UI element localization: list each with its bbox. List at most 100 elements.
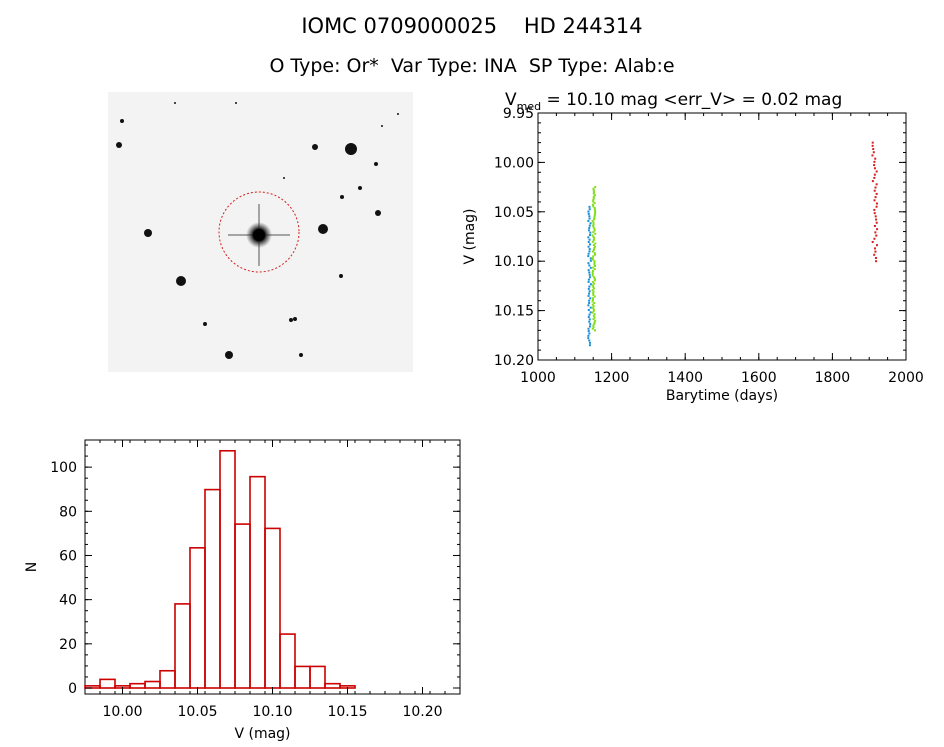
data-point-series-1 <box>587 278 590 281</box>
data-point-series-2 <box>593 276 596 279</box>
data-point-series-1 <box>588 238 591 241</box>
data-point-series-1 <box>587 280 590 283</box>
field-star <box>397 113 399 115</box>
data-point-series-1 <box>589 306 592 309</box>
x-tick-label: 1600 <box>741 370 777 386</box>
data-point-series-2 <box>592 326 595 329</box>
x-tick-label: 10.20 <box>402 704 442 720</box>
field-star <box>289 318 293 322</box>
data-point-series-2 <box>591 327 594 330</box>
title-rest: = 10.10 mag <err_V> = 0.02 mag <box>541 90 842 110</box>
data-point-series-1 <box>588 215 591 218</box>
data-point-series-1 <box>588 271 591 274</box>
y-tick-label: 0 <box>68 681 77 697</box>
data-point-series-2 <box>592 205 595 208</box>
field-star <box>345 143 357 155</box>
data-point-series-2 <box>592 190 595 193</box>
data-point-series-2 <box>592 310 595 313</box>
data-point-series-2 <box>592 221 595 224</box>
data-point-series-3 <box>873 164 876 167</box>
data-point-series-2 <box>593 208 596 211</box>
data-point-series-2 <box>594 319 597 322</box>
data-point-series-1 <box>587 287 590 290</box>
field-star <box>225 351 233 359</box>
histogram-bar <box>159 669 176 689</box>
data-point-series-3 <box>872 148 875 151</box>
data-point-series-2 <box>592 197 595 200</box>
data-point-series-2 <box>592 314 595 317</box>
data-point-series-2 <box>592 282 595 285</box>
y-tick-label: 10.05 <box>494 205 534 221</box>
data-point-series-3 <box>873 199 876 202</box>
data-point-series-2 <box>594 211 597 214</box>
data-point-series-2 <box>592 239 595 242</box>
y-tick-label: 20 <box>59 637 77 653</box>
data-point-series-1 <box>587 245 590 248</box>
data-point-series-2 <box>591 256 594 259</box>
data-point-series-2 <box>594 186 597 189</box>
histogram-frame <box>84 439 461 695</box>
data-point-series-2 <box>592 285 595 288</box>
data-point-series-1 <box>588 301 591 304</box>
data-point-series-1 <box>588 318 591 321</box>
data-point-series-3 <box>875 183 878 186</box>
data-point-series-2 <box>591 271 594 274</box>
data-point-series-2 <box>592 231 595 234</box>
x-tick-label: 10.05 <box>177 704 217 720</box>
page-title: IOMC 0709000025 HD 244314 <box>301 14 643 38</box>
data-point-series-2 <box>593 207 596 210</box>
data-point-series-2 <box>592 195 595 198</box>
data-point-series-2 <box>592 198 595 201</box>
data-point-series-1 <box>587 334 590 337</box>
page-subtitle: O Type: Or* Var Type: INA SP Type: Alab:… <box>269 55 675 77</box>
y-axis-label: V (mag) <box>462 208 478 264</box>
data-point-series-3 <box>873 247 876 250</box>
data-point-series-3 <box>874 157 877 160</box>
data-point-series-2 <box>593 295 596 298</box>
data-point-series-3 <box>875 234 878 237</box>
data-point-series-1 <box>589 222 592 225</box>
data-point-series-3 <box>872 151 875 154</box>
y-tick-label: 10.20 <box>494 353 534 369</box>
histogram-bar <box>249 475 266 689</box>
x-axis-label: V (mag) <box>234 726 290 742</box>
data-point-series-2 <box>593 213 596 216</box>
data-point-series-1 <box>588 344 591 347</box>
data-point-series-2 <box>591 203 594 206</box>
data-point-series-3 <box>871 144 874 147</box>
data-point-series-3 <box>874 256 877 259</box>
data-point-series-1 <box>587 269 590 272</box>
field-star <box>340 195 344 199</box>
data-point-series-2 <box>591 258 594 261</box>
data-point-series-2 <box>593 247 596 250</box>
histogram-chart: 10.00 10.05 10.10 10.15 10.20 0 20 40 60 80 100 V (… <box>24 439 461 742</box>
x-tick-label: 10.10 <box>252 704 292 720</box>
data-point-series-3 <box>875 218 878 221</box>
data-point-series-3 <box>874 231 877 234</box>
field-stars <box>116 102 399 359</box>
data-point-series-2 <box>591 281 594 284</box>
field-star <box>318 224 328 234</box>
y-tick-label: 40 <box>59 593 77 609</box>
data-point-series-2 <box>592 226 595 229</box>
histogram-bar <box>234 523 251 689</box>
data-point-series-3 <box>873 160 876 163</box>
y-tick-label: 80 <box>59 504 77 520</box>
histogram-bar <box>204 488 221 689</box>
data-point-series-2 <box>593 237 596 240</box>
data-point-series-1 <box>587 337 590 340</box>
data-point-series-1 <box>588 264 591 267</box>
histogram-bar <box>264 527 281 689</box>
data-point-series-2 <box>593 313 596 316</box>
data-point-series-1 <box>589 231 592 234</box>
data-point-series-2 <box>591 306 594 309</box>
data-point-series-1 <box>588 248 591 251</box>
data-point-series-2 <box>592 266 595 269</box>
x-tick-label: 1000 <box>520 370 556 386</box>
x-tick-label: 1400 <box>667 370 703 386</box>
data-point-series-2 <box>593 277 596 280</box>
data-point-series-1 <box>588 339 591 342</box>
data-point-series-2 <box>591 311 594 314</box>
data-point-series-1 <box>589 283 592 286</box>
